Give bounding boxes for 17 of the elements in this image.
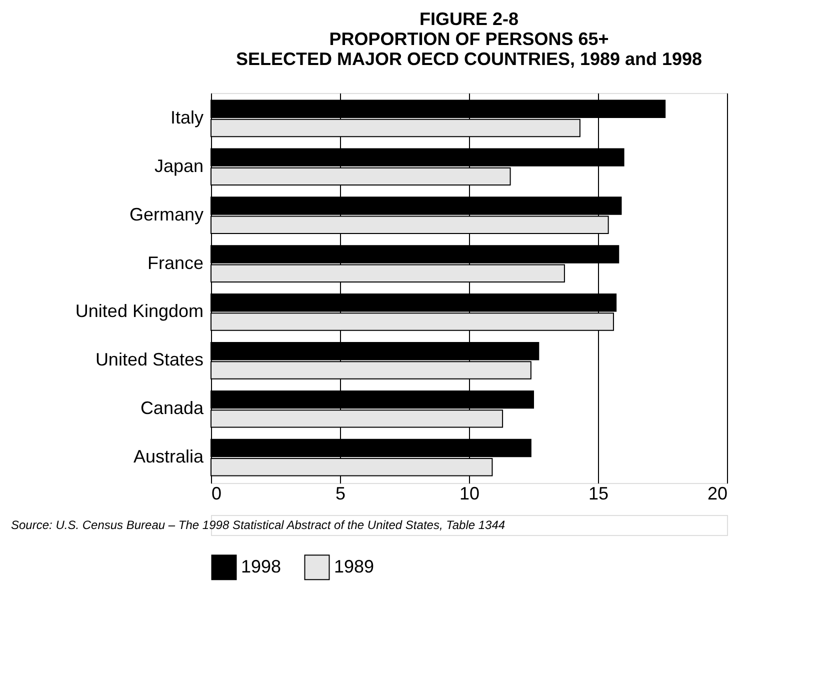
y-tick-label: United States — [95, 350, 204, 370]
x-tick-label: 20 — [707, 484, 728, 504]
y-tick-label: Italy — [170, 107, 204, 128]
chart-title: FIGURE 2-8 PROPORTION OF PERSONS 65+ SELECTED MAJOR OECD COUNTRIES, 1989 and 1998 — [236, 9, 702, 69]
legend-label: 1998 — [241, 556, 282, 576]
y-tick-label: France — [147, 252, 204, 273]
x-tick-label: 5 — [335, 484, 346, 504]
x-tick-label: 0 — [212, 484, 222, 504]
y-tick-label: Germany — [129, 204, 204, 224]
x-tick-label: 15 — [588, 484, 609, 504]
legend-label: 1989 — [334, 556, 374, 576]
x-tick-label: 10 — [459, 484, 480, 504]
source-note: Source: U.S. Census Bureau – The 1998 Statistical Abstract of the United States, Table 1344 — [11, 518, 506, 532]
y-tick-label: Australia — [133, 446, 204, 467]
y-tick-label: Canada — [140, 398, 204, 418]
y-tick-label: United Kingdom — [75, 301, 204, 322]
y-tick-label: Japan — [154, 156, 204, 176]
